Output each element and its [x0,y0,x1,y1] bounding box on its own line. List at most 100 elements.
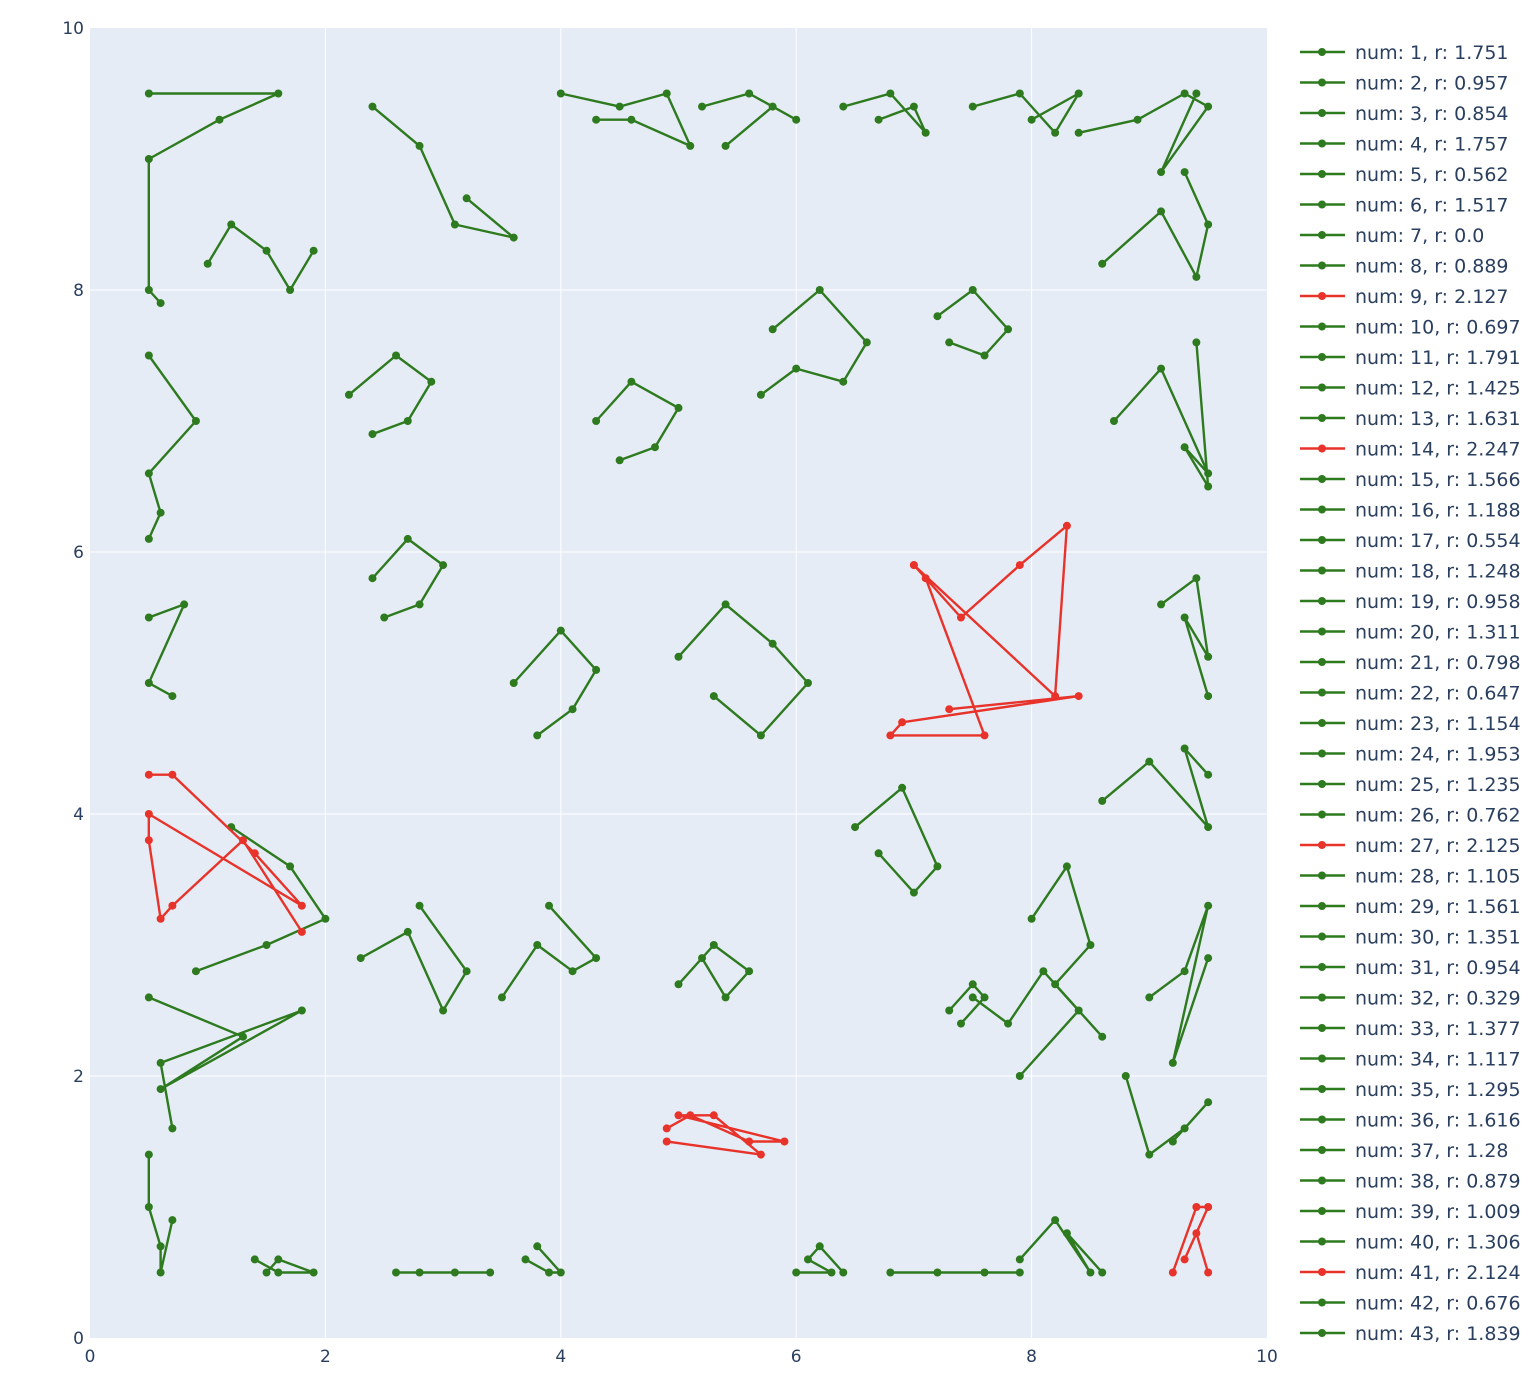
legend-item[interactable]: num: 38, r: 0.879 [1300,1171,1521,1193]
legend-label: num: 39, r: 1.009 [1355,1201,1521,1223]
legend-item[interactable]: num: 8, r: 0.889 [1300,256,1509,278]
legend-item[interactable]: num: 41, r: 2.124 [1300,1262,1521,1284]
legend-item[interactable]: num: 32, r: 0.329 [1300,988,1521,1010]
legend-item[interactable]: num: 20, r: 1.311 [1300,622,1521,644]
legend-item[interactable]: num: 4, r: 1.757 [1300,134,1509,156]
data-point [415,1268,424,1277]
legend-item[interactable]: num: 11, r: 1.791 [1300,347,1521,369]
data-point [1168,1058,1177,1067]
data-point [615,102,624,111]
legend-label: num: 28, r: 1.105 [1355,866,1521,888]
legend-swatch-marker [1318,627,1326,636]
legend-item[interactable]: num: 12, r: 1.425 [1300,378,1521,400]
legend-item[interactable]: num: 13, r: 1.631 [1300,408,1521,430]
data-point [1051,128,1060,137]
data-point [262,941,271,949]
legend-item[interactable]: num: 42, r: 0.676 [1300,1293,1521,1315]
data-point [1192,574,1201,583]
data-point [1062,1229,1071,1238]
data-point [380,613,389,622]
legend-item[interactable]: num: 28, r: 1.105 [1300,866,1521,888]
legend-swatch-marker [1318,932,1326,941]
data-point [662,1137,671,1146]
y-tick-label: 10 [62,19,84,39]
data-point [274,1255,283,1264]
legend-label: num: 5, r: 0.562 [1355,164,1509,186]
legend-item[interactable]: num: 18, r: 1.248 [1300,561,1521,583]
data-point [968,980,977,989]
data-point [1157,168,1166,177]
data-point [156,914,165,923]
data-point [1168,1268,1177,1277]
data-point [792,1268,801,1277]
legend-item[interactable]: num: 2, r: 0.957 [1300,73,1509,95]
legend-item[interactable]: num: 30, r: 1.351 [1300,927,1521,949]
data-point [533,941,542,949]
legend-item[interactable]: num: 1, r: 1.751 [1300,42,1509,64]
data-point [144,993,153,1002]
legend-item[interactable]: num: 17, r: 0.554 [1300,530,1521,552]
legend-item[interactable]: num: 31, r: 0.954 [1300,957,1521,979]
legend-item[interactable]: num: 5, r: 0.562 [1300,164,1509,186]
legend-item[interactable]: num: 10, r: 0.697 [1300,317,1521,339]
x-axis-tick-labels: 0 2 4 6 8 10 [85,1347,1278,1367]
data-point [556,1268,565,1277]
legend-item[interactable]: num: 26, r: 0.762 [1300,805,1521,827]
legend-item[interactable]: num: 40, r: 1.306 [1300,1232,1521,1254]
legend-item[interactable]: num: 36, r: 1.616 [1300,1110,1521,1132]
legend-item[interactable]: num: 9, r: 2.127 [1300,286,1509,308]
data-point [698,102,707,111]
data-point [756,390,765,399]
legend-item[interactable]: num: 3, r: 0.854 [1300,103,1509,125]
data-point [615,456,624,465]
series-trace [250,1255,318,1277]
data-point [1145,1150,1154,1159]
legend-label: num: 14, r: 2.247 [1355,439,1521,461]
series-line [147,603,186,698]
data-point [1015,1255,1024,1264]
legend-item[interactable]: num: 25, r: 1.235 [1300,774,1521,796]
data-point [698,954,707,963]
data-point [1204,102,1213,111]
data-point [168,1216,177,1225]
legend-item[interactable]: num: 43, r: 1.839 [1300,1323,1521,1345]
data-point [556,89,565,98]
data-point [1204,220,1213,229]
x-tick-label: 4 [555,1347,566,1367]
legend-item[interactable]: num: 37, r: 1.28 [1300,1140,1509,1162]
legend-label: num: 35, r: 1.295 [1355,1079,1521,1101]
data-point [215,115,224,124]
data-point [144,351,153,360]
legend-swatch-marker [1318,505,1326,514]
data-point [191,967,200,976]
legend-item[interactable]: num: 14, r: 2.247 [1300,439,1521,461]
legend-item[interactable]: num: 29, r: 1.561 [1300,896,1521,918]
data-point [592,954,601,963]
data-point [721,141,730,150]
data-point [168,770,177,779]
legend-item[interactable]: num: 23, r: 1.154 [1300,713,1521,735]
legend-item[interactable]: num: 24, r: 1.953 [1300,744,1521,766]
legend-item[interactable]: num: 16, r: 1.188 [1300,500,1521,522]
legend-item[interactable]: num: 21, r: 0.798 [1300,652,1521,674]
data-point [827,1268,836,1277]
legend-item[interactable]: num: 7, r: 0.0 [1300,225,1484,247]
series-trace [945,980,989,1028]
legend-item[interactable]: num: 15, r: 1.566 [1300,469,1521,491]
data-point [1015,1268,1024,1277]
legend[interactable]: num: 1, r: 1.751 num: 2, r: 0.957 num: 3, … [1300,42,1521,1345]
legend-item[interactable]: num: 27, r: 2.125 [1300,835,1521,857]
legend-swatch-marker [1318,1298,1326,1307]
data-point [568,967,577,976]
legend-item[interactable]: num: 39, r: 1.009 [1300,1201,1521,1223]
legend-label: num: 26, r: 0.762 [1355,805,1521,827]
legend-item[interactable]: num: 22, r: 0.647 [1300,683,1521,705]
legend-item[interactable]: num: 19, r: 0.958 [1300,591,1521,613]
legend-item[interactable]: num: 34, r: 1.117 [1300,1049,1521,1071]
data-point [1192,272,1201,281]
legend-item[interactable]: num: 35, r: 1.295 [1300,1079,1521,1101]
data-point [1180,1124,1189,1133]
legend-label: num: 34, r: 1.117 [1355,1049,1521,1071]
legend-item[interactable]: num: 33, r: 1.377 [1300,1018,1521,1040]
legend-item[interactable]: num: 6, r: 1.517 [1300,195,1509,217]
